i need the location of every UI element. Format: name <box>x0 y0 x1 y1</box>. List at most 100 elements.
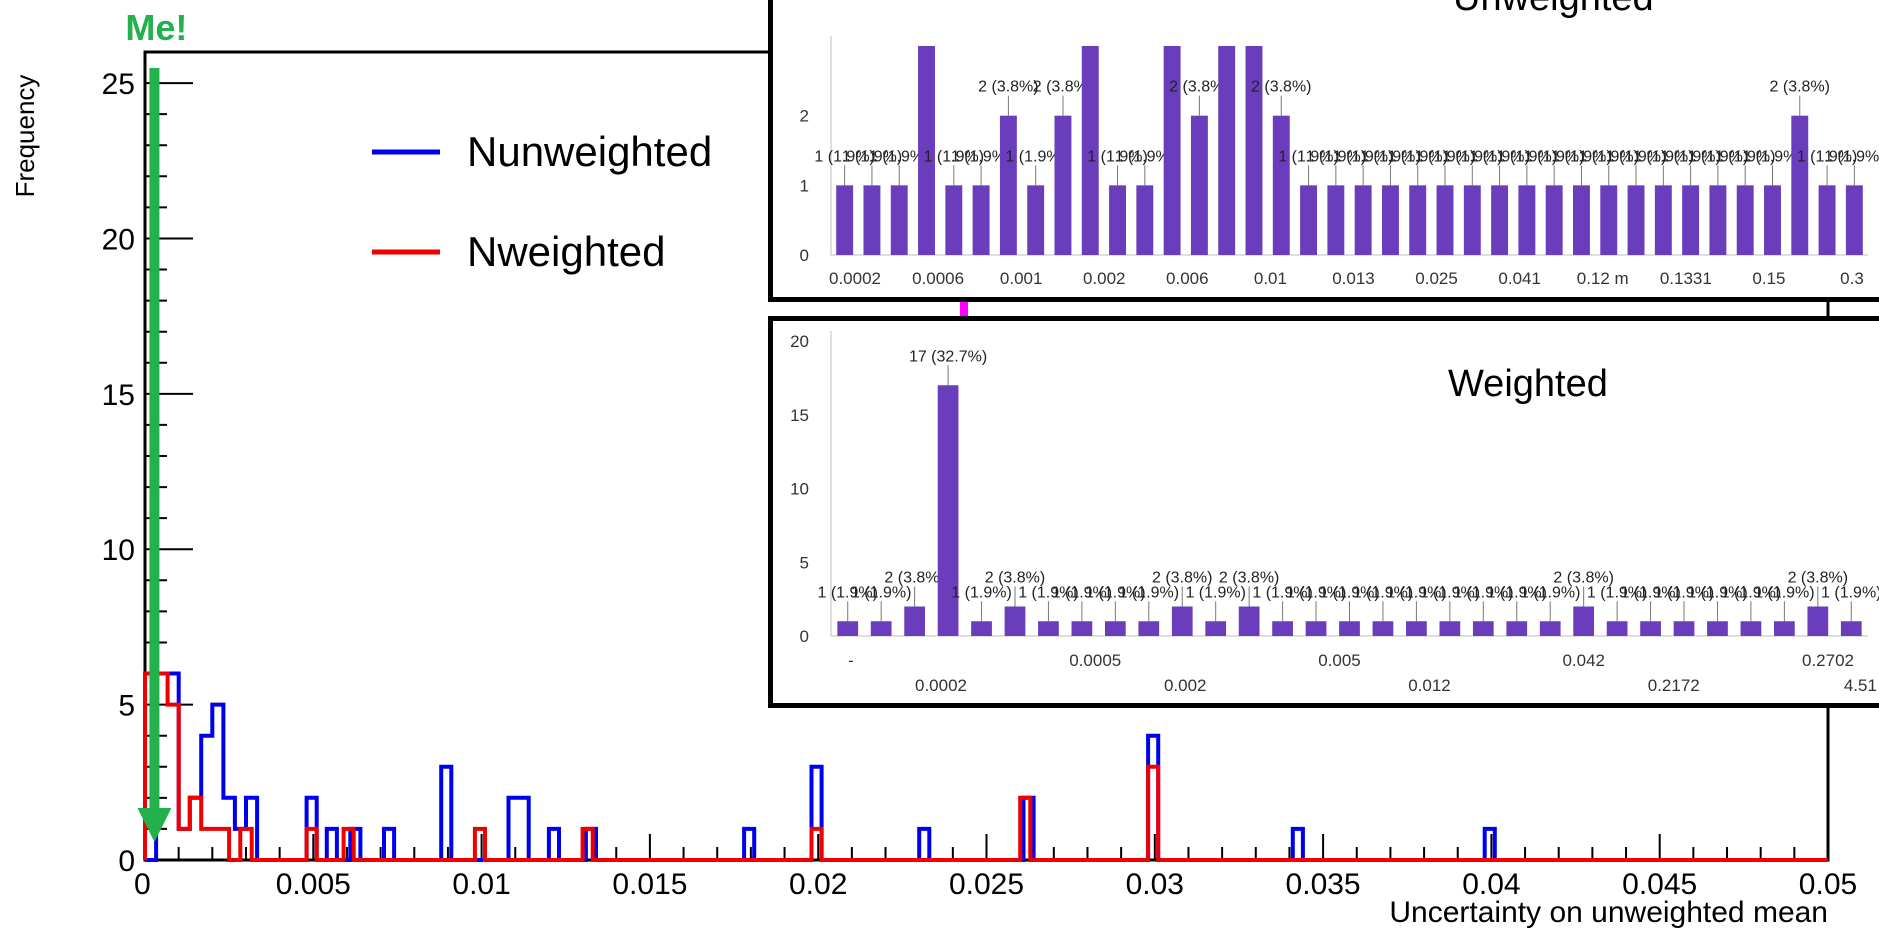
data-label: 1 (1.9%) <box>1052 584 1112 601</box>
y-tick-label: 5 <box>118 690 135 723</box>
bar <box>999 115 1017 256</box>
x-tick-label: 0.03 <box>1126 868 1184 901</box>
data-label: 1 (1.9%) <box>1115 148 1175 165</box>
data-label: 2 (3.8%) <box>884 570 944 587</box>
bar <box>937 385 959 636</box>
bar <box>1709 185 1727 255</box>
bar <box>1238 606 1260 636</box>
bar <box>1300 185 1318 255</box>
data-label: 1 (1.9%) <box>842 148 902 165</box>
bar <box>1327 185 1345 255</box>
bar <box>1807 606 1829 636</box>
y-tick-label: 2 <box>800 107 809 126</box>
series-nweighted-line <box>143 671 1828 862</box>
y-tick-label: 0 <box>800 246 809 265</box>
bar <box>1740 621 1762 636</box>
bar <box>1774 621 1795 636</box>
data-label: 2 (3.8%) <box>985 570 1045 587</box>
bar <box>1409 185 1427 255</box>
bar <box>1707 621 1728 636</box>
bar <box>1272 115 1290 256</box>
bar <box>1038 621 1059 636</box>
bar <box>1840 621 1862 636</box>
y-tick-label: 25 <box>102 68 135 101</box>
bar <box>1606 621 1628 636</box>
y-tick-label: 0 <box>800 627 809 646</box>
y-tick-label: 1 <box>800 176 809 195</box>
unweighted-inset-title: Unweighted <box>1453 0 1654 20</box>
data-label: 1 (1.9%) <box>1821 584 1879 601</box>
bar <box>1573 185 1590 255</box>
x-tick-label: 0.006 <box>1166 269 1209 288</box>
x-tick-label: 0.045 <box>1622 868 1697 901</box>
bar <box>1518 185 1536 255</box>
x-tick-label-row2: 0.0002 <box>915 676 967 695</box>
y-tick-label: 10 <box>790 480 809 499</box>
data-label: 17 (32.7%) <box>909 348 987 365</box>
x-tick-label: 0.1331 <box>1660 269 1712 288</box>
data-label: 1 (1.9%) <box>1587 584 1647 601</box>
x-tick-label-row1: 0.0005 <box>1069 651 1121 670</box>
data-label: 2 (3.8%) <box>1219 570 1279 587</box>
y-tick-label: 0 <box>118 845 135 878</box>
data-label: 2 (3.8%) <box>1169 79 1229 96</box>
data-label: 1 (1.9%) <box>851 584 911 601</box>
bar <box>1736 185 1754 255</box>
data-label: 2 (3.8%) <box>1251 79 1311 96</box>
data-label: 1 (1.9%) <box>1360 148 1420 165</box>
bar <box>1218 46 1236 255</box>
bar <box>1190 115 1208 256</box>
data-label: 1 (1.9%) <box>1469 148 1529 165</box>
x-tick-label: 0.01 <box>1254 269 1287 288</box>
data-label: 1 (1.9%) <box>1415 148 1475 165</box>
data-label: 1 (1.9%) <box>1742 148 1802 165</box>
x-tick-label: 0.05 <box>1799 868 1857 901</box>
data-label: 1 (1.9%) <box>1005 148 1065 165</box>
data-label: 1 (1.9%) <box>1687 584 1747 601</box>
data-label: 1 (1.9%) <box>1497 148 1557 165</box>
bar <box>1071 621 1093 636</box>
data-label: 1 (1.9%) <box>1420 584 1480 601</box>
bar <box>1138 621 1160 636</box>
y-tick-label: 20 <box>102 223 135 256</box>
legend-label-nunweighted: Nunweighted <box>467 128 712 175</box>
bar <box>1506 621 1528 636</box>
bar <box>1381 185 1399 255</box>
bar <box>1054 115 1072 256</box>
bar <box>1406 621 1427 636</box>
bar <box>1163 46 1181 255</box>
bar <box>1439 621 1461 636</box>
data-label: 1 (1.9%) <box>1654 584 1714 601</box>
data-label: 1 (1.9%) <box>1286 584 1346 601</box>
data-label: 1 (1.9%) <box>924 148 984 165</box>
bar <box>1573 606 1595 636</box>
annotation-arrow-head <box>137 808 172 842</box>
annotation-arrow-shaft <box>149 68 160 808</box>
data-label: 1 (1.9%) <box>1579 148 1639 165</box>
data-label: 1 (1.9%) <box>1306 148 1366 165</box>
data-label: 2 (3.8%) <box>978 79 1038 96</box>
data-label: 1 (1.9%) <box>1688 148 1748 165</box>
x-tick-label: 0.3 <box>1840 269 1864 288</box>
weighted-inset-title: Weighted <box>1448 363 1608 405</box>
bar <box>836 185 854 255</box>
data-label: 1 (1.9%) <box>951 584 1011 601</box>
data-label: 2 (3.8%) <box>1770 79 1830 96</box>
bar <box>1272 621 1293 636</box>
data-label: 1 (1.9%) <box>1487 584 1547 601</box>
data-label: 1 (1.9%) <box>1387 148 1447 165</box>
data-label: 1 (1.9%) <box>1660 148 1720 165</box>
y-axis-title: Frequency <box>10 75 40 198</box>
data-label: 1 (1.9%) <box>1453 584 1513 601</box>
x-tick-label-row1: - <box>848 651 854 670</box>
bar <box>1472 621 1494 636</box>
data-label: 1 (1.9%) <box>1606 148 1666 165</box>
x-tick-label-row1: 0.005 <box>1318 651 1361 670</box>
x-tick-label: 0 <box>134 868 151 901</box>
bar <box>1205 621 1227 636</box>
bar <box>1109 185 1126 255</box>
data-label: 1 (1.9%) <box>1087 148 1147 165</box>
